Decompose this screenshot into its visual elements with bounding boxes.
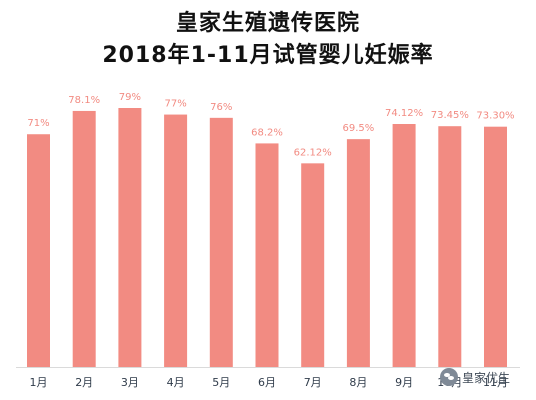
value-label-9: 74.12% <box>385 108 423 119</box>
watermark: 皇家优生 <box>440 368 510 386</box>
x-tick-label-8: 8月 <box>349 376 367 389</box>
bar-7 <box>301 163 325 367</box>
bar-11 <box>484 126 507 367</box>
chart-title-line-1: 皇家生殖遗传医院 <box>175 11 360 36</box>
x-tick-label-3: 3月 <box>121 376 139 389</box>
bar-8 <box>346 139 370 367</box>
watermark-text: 皇家优生 <box>462 370 511 385</box>
bar-3 <box>118 108 142 367</box>
x-tick-label-6: 6月 <box>258 376 276 389</box>
x-tick-label-11: 11月 <box>483 376 508 389</box>
bar-10 <box>438 126 462 367</box>
value-label-7: 62.12% <box>294 147 332 158</box>
value-label-3: 79% <box>119 92 141 103</box>
value-label-11: 73.30% <box>476 111 514 122</box>
x-tick-label-1: 1月 <box>30 376 48 389</box>
value-label-6: 68.2% <box>251 127 283 138</box>
value-label-1: 71% <box>27 118 49 129</box>
bar-2 <box>72 110 96 367</box>
value-label-2: 78.1% <box>68 95 100 106</box>
bar-4 <box>164 114 188 367</box>
x-tick-label-5: 5月 <box>212 376 230 389</box>
x-tick-label-9: 9月 <box>395 376 413 389</box>
value-label-8: 69.5% <box>343 123 375 134</box>
x-tick-label-2: 2月 <box>75 376 93 389</box>
chart-title-block: 皇家生殖遗传医院 2018年1-11月试管婴儿妊娠率 <box>0 8 536 72</box>
x-tick-label-7: 7月 <box>304 376 322 389</box>
chart-title-line-2: 2018年1-11月试管婴儿妊娠率 <box>102 43 434 68</box>
bar-5 <box>209 117 233 367</box>
value-label-5: 76% <box>210 102 232 113</box>
x-tick-label-4: 4月 <box>167 376 185 389</box>
bar-9 <box>392 124 416 367</box>
value-label-10: 73.45% <box>431 110 469 121</box>
bar-1 <box>27 134 50 367</box>
wechat-icon <box>440 368 458 386</box>
value-label-4: 77% <box>164 99 186 110</box>
bar-6 <box>255 143 279 367</box>
